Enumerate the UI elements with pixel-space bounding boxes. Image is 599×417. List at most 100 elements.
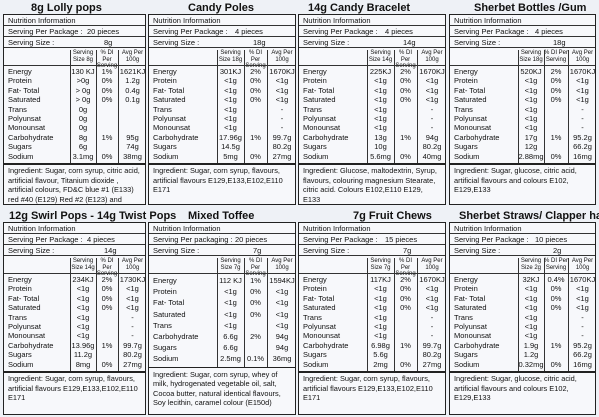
nutrient-value: 16mg	[573, 151, 592, 161]
nutrient-label: Fat- Total	[153, 85, 185, 95]
column-header: Serving Size 8g	[72, 50, 94, 63]
serving-per-package-value: 15 pieces	[385, 235, 418, 244]
table-bottom-divider	[4, 163, 145, 165]
nutrient-label: Saturated	[153, 309, 186, 319]
nutrient-value: 0%	[400, 85, 411, 95]
nutrient-value: 0%	[250, 85, 261, 95]
nutrient-value: <1g	[524, 76, 538, 86]
nutrient-label: Energy	[8, 67, 32, 76]
nutrient-value: 94g	[425, 132, 439, 142]
nutrient-value: 5.6mg	[370, 151, 391, 161]
serving-per-package-row: Serving Per Package : 4 pieces	[299, 26, 445, 37]
nutrient-value: <1g	[524, 322, 538, 331]
nutrient-label: Sodium	[153, 354, 179, 364]
nutrient-value: > 0g	[75, 85, 91, 95]
nutrient-label: Saturated	[303, 303, 336, 313]
nutrient-value: 1%	[250, 276, 261, 285]
nutrient-value: <1g	[524, 104, 538, 114]
nutrient-value: 27mg	[123, 359, 142, 369]
nutrient-label: Sodium	[454, 359, 480, 369]
nutrient-value: 13.96g	[71, 340, 95, 350]
nutrient-value: 1%	[550, 132, 562, 142]
nutrient-value: 0.1%	[246, 354, 265, 364]
serving-per-package-label: Serving Per Package :	[454, 27, 529, 36]
nutrient-value: <1g	[76, 312, 90, 322]
nutrient-value: 0%	[101, 95, 113, 105]
nutrient-label: Protein	[303, 284, 327, 294]
serving-per-package-row: Serving Per Package : 4 pieces	[450, 26, 595, 37]
nutrient-value: -	[430, 312, 434, 322]
nutrient-value: 36mg	[272, 354, 292, 364]
nutrient-label: Sodium	[8, 151, 34, 161]
nutrient-value: 0%	[101, 76, 113, 86]
serving-size-label: Serving Size :	[8, 38, 55, 47]
nutrient-label: Sugars	[454, 350, 478, 360]
nutrient-label: Saturated	[454, 303, 487, 313]
column-divider	[118, 50, 119, 163]
serving-size-value: 18g	[253, 38, 266, 47]
nutrient-label: Fat- Total	[454, 293, 486, 303]
nutrient-label: Monounsat	[303, 123, 341, 133]
serving-per-package-row: Serving Per Package : 4 pieces	[149, 26, 295, 37]
column-divider	[394, 50, 395, 163]
nutrient-label: Fat- Total	[303, 85, 335, 95]
nutrient-value: 1%	[250, 132, 261, 142]
nutrient-value: -	[430, 322, 434, 331]
nutrient-value: 0%	[250, 287, 261, 297]
serving-size-row: Serving Size : 7g	[149, 245, 295, 256]
table-bottom-divider	[450, 163, 595, 165]
nutrient-value: 0%	[550, 284, 562, 294]
nutrient-value: -	[131, 312, 134, 322]
nutrient-value: <1g	[576, 293, 589, 303]
nutrient-value: <1g	[576, 76, 589, 86]
nutrient-value: -	[581, 322, 584, 331]
nutrient-value: 94g	[275, 332, 289, 341]
nutrient-value: 1670KJ	[419, 67, 445, 76]
nutrient-value: 234KJ	[72, 275, 94, 284]
nutrient-value: 0%	[400, 359, 411, 369]
nutrient-value: <1g	[425, 293, 439, 303]
nutrient-value: 1%	[101, 67, 113, 76]
nutrient-label: Energy	[303, 275, 327, 284]
nutrient-value: -	[131, 331, 134, 341]
nutrient-value: <1g	[524, 331, 538, 341]
nutrient-value: <1g	[374, 331, 387, 341]
nutrient-label: Protein	[153, 287, 177, 297]
nutrition-info-label: Nutrition Information	[299, 223, 445, 234]
column-divider	[267, 258, 268, 367]
column-divider	[394, 258, 395, 371]
nutrient-value: 5mg	[223, 151, 238, 161]
nutrient-value: <1g	[76, 331, 90, 341]
nutrient-value: 0%	[550, 95, 562, 105]
nutrient-value: <1g	[374, 95, 387, 105]
nutrient-value: 5.6g	[373, 350, 388, 360]
nutrient-label: Sugars	[153, 142, 177, 152]
nutrition-info-label: Nutrition Information	[299, 15, 445, 26]
nutrient-value: 0%	[400, 303, 411, 313]
nutrient-value: <1g	[275, 85, 289, 95]
nutrient-value: <1g	[126, 284, 139, 294]
serving-size-label: Serving Size :	[8, 246, 55, 255]
column-divider	[518, 258, 519, 371]
nutrient-value: -	[131, 322, 134, 331]
serving-per-package-row: Serving Per Package : 15 pieces	[299, 234, 445, 245]
nutrient-value: 520KJ	[520, 67, 542, 76]
nutrient-label: Protein	[454, 284, 478, 294]
nutrient-value: 2.5mg	[220, 354, 241, 364]
serving-size-value: 2g	[553, 246, 562, 255]
ingredients-text: Ingredient: Sugar, corn syrup, whey of m…	[153, 369, 281, 408]
serving-per-package-row: Serving Per packaging :20 pieces	[149, 234, 295, 245]
nutrient-value: 0.32mg	[518, 359, 544, 369]
column-header: Serving Size 14g	[368, 50, 393, 63]
nutrient-label: Saturated	[303, 95, 336, 105]
column-divider	[267, 50, 268, 163]
nutrient-value: 80.2g	[123, 350, 142, 360]
nutrient-label: Polyunsat	[303, 114, 336, 123]
nutrition-panel: Nutrition Information Serving Per Package…	[3, 222, 146, 415]
nutrient-label: Monounsat	[454, 123, 492, 133]
nutrient-value: <1g	[224, 298, 237, 308]
serving-size-value: 18g	[553, 38, 566, 47]
column-divider	[244, 50, 245, 163]
serving-size-label: Serving Size :	[153, 246, 200, 255]
serving-size-label: Serving Size :	[303, 246, 350, 255]
